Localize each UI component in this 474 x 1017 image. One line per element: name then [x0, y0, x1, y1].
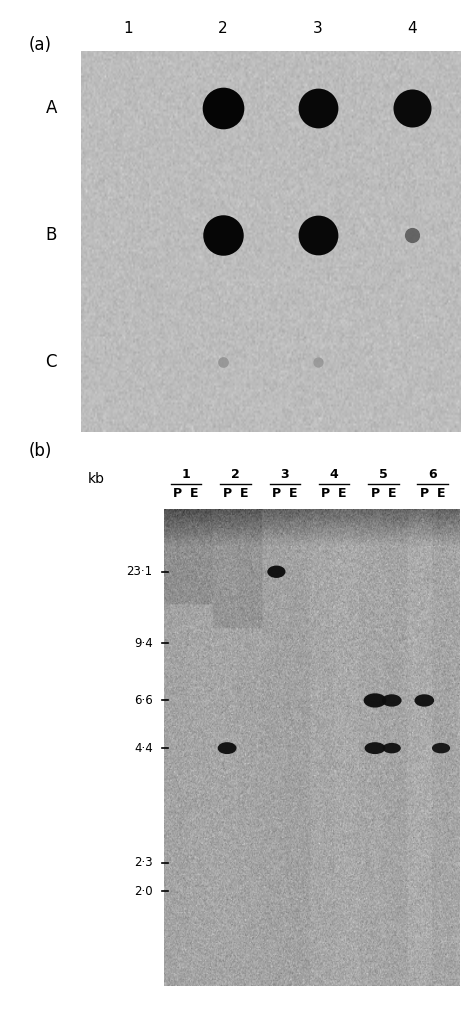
Text: 6·6: 6·6: [134, 694, 153, 707]
Text: 4·4: 4·4: [134, 741, 153, 755]
Point: [314, 227, 321, 243]
Text: (b): (b): [28, 442, 52, 461]
Text: C: C: [46, 353, 57, 371]
Text: B: B: [46, 226, 57, 244]
Text: E: E: [338, 486, 346, 499]
Text: 5: 5: [379, 468, 388, 480]
Text: 2·3: 2·3: [134, 856, 153, 870]
Text: A: A: [46, 99, 57, 117]
Text: 2·0: 2·0: [134, 885, 153, 898]
Ellipse shape: [432, 742, 450, 754]
Text: 3: 3: [281, 468, 289, 480]
Ellipse shape: [365, 742, 385, 754]
Text: 9·4: 9·4: [134, 637, 153, 650]
Text: 23·1: 23·1: [127, 565, 153, 579]
Text: (a): (a): [28, 36, 52, 54]
Point: [409, 227, 416, 243]
Point: [314, 100, 321, 116]
Text: 4: 4: [330, 468, 338, 480]
Text: E: E: [437, 486, 445, 499]
Text: 4: 4: [408, 20, 417, 36]
Point: [219, 100, 227, 116]
Ellipse shape: [267, 565, 285, 578]
Text: E: E: [388, 486, 396, 499]
Point: [219, 354, 227, 370]
Text: 1: 1: [123, 20, 133, 36]
Text: 3: 3: [313, 20, 322, 36]
Text: kb: kb: [88, 472, 105, 486]
Ellipse shape: [414, 695, 434, 707]
Ellipse shape: [218, 742, 237, 754]
Point: [314, 354, 321, 370]
Ellipse shape: [364, 694, 386, 708]
Point: [409, 100, 416, 116]
Text: E: E: [191, 486, 199, 499]
Text: 2: 2: [218, 20, 228, 36]
Ellipse shape: [382, 695, 401, 707]
Text: E: E: [240, 486, 248, 499]
Text: P: P: [272, 486, 281, 499]
Text: P: P: [173, 486, 182, 499]
Text: P: P: [370, 486, 380, 499]
Text: P: P: [419, 486, 429, 499]
Text: P: P: [222, 486, 232, 499]
Text: E: E: [289, 486, 297, 499]
Point: [219, 227, 227, 243]
Text: P: P: [321, 486, 330, 499]
Text: 6: 6: [428, 468, 437, 480]
Text: 1: 1: [182, 468, 191, 480]
Text: 2: 2: [231, 468, 240, 480]
Ellipse shape: [383, 742, 401, 754]
